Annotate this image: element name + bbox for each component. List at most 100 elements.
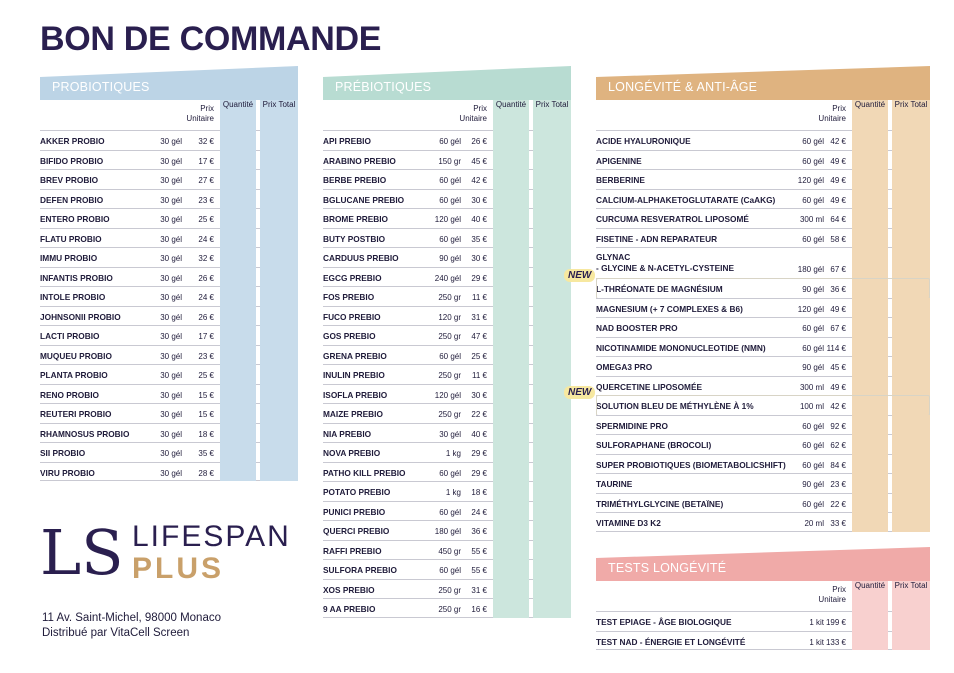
quantity-cell[interactable] xyxy=(493,227,529,248)
total-cell[interactable] xyxy=(533,520,571,541)
quantity-cell[interactable] xyxy=(493,247,529,268)
quantity-cell[interactable] xyxy=(852,188,888,209)
quantity-cell[interactable] xyxy=(852,336,888,357)
total-cell[interactable] xyxy=(892,630,930,650)
quantity-cell[interactable] xyxy=(220,169,256,190)
quantity-cell[interactable] xyxy=(852,611,888,632)
total-cell[interactable] xyxy=(533,481,571,502)
quantity-cell[interactable] xyxy=(220,344,256,365)
total-cell[interactable] xyxy=(892,169,930,190)
quantity-cell[interactable] xyxy=(852,149,888,170)
quantity-cell[interactable] xyxy=(493,422,529,443)
total-cell[interactable] xyxy=(260,403,298,424)
total-cell[interactable] xyxy=(892,247,930,279)
quantity-cell[interactable] xyxy=(220,364,256,385)
quantity-cell[interactable] xyxy=(852,512,888,532)
total-cell[interactable] xyxy=(892,188,930,209)
quantity-cell[interactable] xyxy=(493,286,529,307)
total-cell[interactable] xyxy=(260,149,298,170)
total-cell[interactable] xyxy=(892,473,930,494)
quantity-cell[interactable] xyxy=(220,188,256,209)
total-cell[interactable] xyxy=(892,434,930,455)
total-cell[interactable] xyxy=(533,169,571,190)
quantity-cell[interactable] xyxy=(493,500,529,521)
total-cell[interactable] xyxy=(533,598,571,618)
quantity-cell[interactable] xyxy=(493,169,529,190)
quantity-cell[interactable] xyxy=(493,344,529,365)
total-cell[interactable] xyxy=(892,130,930,151)
total-cell[interactable] xyxy=(533,403,571,424)
quantity-cell[interactable] xyxy=(852,317,888,338)
total-cell[interactable] xyxy=(260,325,298,346)
quantity-cell[interactable] xyxy=(852,375,888,396)
total-cell[interactable] xyxy=(892,356,930,377)
total-cell[interactable] xyxy=(260,208,298,229)
quantity-cell[interactable] xyxy=(852,630,888,650)
quantity-cell[interactable] xyxy=(220,227,256,248)
total-cell[interactable] xyxy=(260,364,298,385)
total-cell[interactable] xyxy=(533,149,571,170)
quantity-cell[interactable] xyxy=(220,266,256,287)
quantity-cell[interactable] xyxy=(852,169,888,190)
total-cell[interactable] xyxy=(533,461,571,482)
quantity-cell[interactable] xyxy=(493,461,529,482)
total-cell[interactable] xyxy=(533,188,571,209)
total-cell[interactable] xyxy=(892,492,930,513)
quantity-cell[interactable] xyxy=(852,227,888,248)
quantity-cell[interactable] xyxy=(220,461,256,481)
quantity-cell[interactable] xyxy=(493,325,529,346)
total-cell[interactable] xyxy=(892,375,930,396)
total-cell[interactable] xyxy=(892,395,930,416)
total-cell[interactable] xyxy=(533,130,571,151)
total-cell[interactable] xyxy=(260,461,298,481)
quantity-cell[interactable] xyxy=(220,403,256,424)
quantity-cell[interactable] xyxy=(220,383,256,404)
quantity-cell[interactable] xyxy=(852,434,888,455)
total-cell[interactable] xyxy=(892,149,930,170)
quantity-cell[interactable] xyxy=(493,559,529,580)
quantity-cell[interactable] xyxy=(852,208,888,229)
total-cell[interactable] xyxy=(533,266,571,287)
total-cell[interactable] xyxy=(260,130,298,151)
total-cell[interactable] xyxy=(533,539,571,560)
quantity-cell[interactable] xyxy=(493,149,529,170)
quantity-cell[interactable] xyxy=(220,149,256,170)
quantity-cell[interactable] xyxy=(852,356,888,377)
total-cell[interactable] xyxy=(533,227,571,248)
quantity-cell[interactable] xyxy=(220,130,256,151)
quantity-cell[interactable] xyxy=(852,492,888,513)
quantity-cell[interactable] xyxy=(220,325,256,346)
quantity-cell[interactable] xyxy=(852,247,888,279)
total-cell[interactable] xyxy=(260,344,298,365)
quantity-cell[interactable] xyxy=(852,473,888,494)
total-cell[interactable] xyxy=(533,325,571,346)
quantity-cell[interactable] xyxy=(852,453,888,474)
total-cell[interactable] xyxy=(533,286,571,307)
quantity-cell[interactable] xyxy=(493,598,529,618)
total-cell[interactable] xyxy=(533,559,571,580)
total-cell[interactable] xyxy=(533,305,571,326)
total-cell[interactable] xyxy=(533,422,571,443)
total-cell[interactable] xyxy=(260,188,298,209)
total-cell[interactable] xyxy=(260,305,298,326)
total-cell[interactable] xyxy=(533,344,571,365)
quantity-cell[interactable] xyxy=(493,305,529,326)
quantity-cell[interactable] xyxy=(220,442,256,463)
quantity-cell[interactable] xyxy=(220,208,256,229)
total-cell[interactable] xyxy=(260,247,298,268)
total-cell[interactable] xyxy=(260,383,298,404)
quantity-cell[interactable] xyxy=(220,247,256,268)
quantity-cell[interactable] xyxy=(852,297,888,318)
quantity-cell[interactable] xyxy=(493,188,529,209)
total-cell[interactable] xyxy=(533,442,571,463)
quantity-cell[interactable] xyxy=(493,578,529,599)
total-cell[interactable] xyxy=(533,383,571,404)
total-cell[interactable] xyxy=(533,247,571,268)
quantity-cell[interactable] xyxy=(493,539,529,560)
quantity-cell[interactable] xyxy=(220,286,256,307)
total-cell[interactable] xyxy=(892,336,930,357)
quantity-cell[interactable] xyxy=(852,395,888,416)
total-cell[interactable] xyxy=(892,278,930,299)
quantity-cell[interactable] xyxy=(220,422,256,443)
quantity-cell[interactable] xyxy=(493,442,529,463)
